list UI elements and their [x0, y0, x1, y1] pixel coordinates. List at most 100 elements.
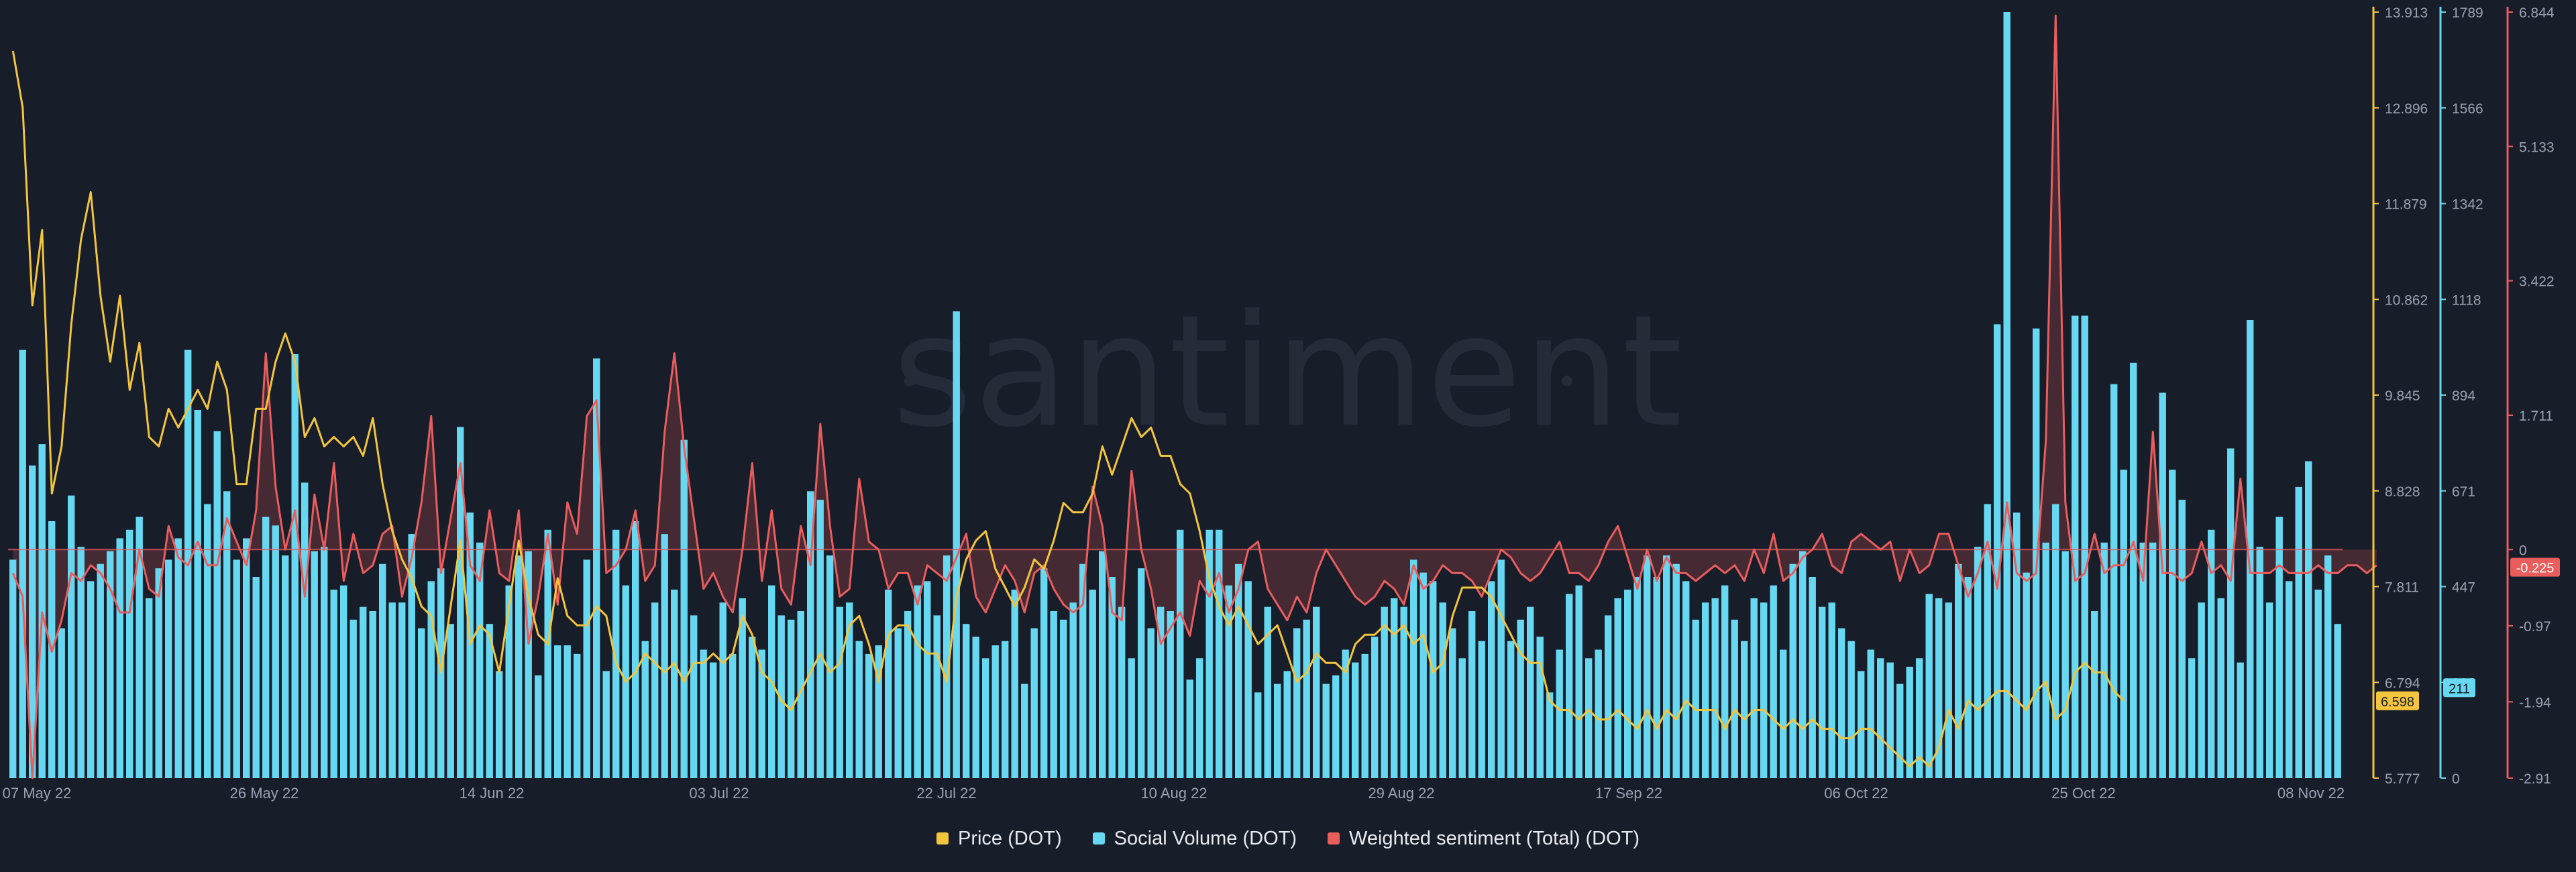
social-volume-bar — [87, 581, 95, 778]
social-volume-bar — [2130, 362, 2137, 778]
social-volume-bar — [807, 491, 814, 778]
social-volume-bar — [1721, 585, 1729, 778]
social-volume-bar — [1663, 555, 1670, 778]
social-volume-bar — [564, 645, 571, 778]
x-tick-label: 08 Nov 22 — [2277, 785, 2345, 802]
sentiment-tick-label: 3.422 — [2519, 274, 2555, 290]
social-volume-bar — [272, 525, 279, 778]
social-volume-bar — [174, 538, 182, 778]
social-volume-bar — [1002, 641, 1009, 778]
sentiment-tick-label: 6.844 — [2519, 5, 2555, 21]
social-volume-bar — [1994, 324, 2001, 778]
legend-item-social-volume[interactable]: Social Volume (DOT) — [1092, 828, 1297, 850]
social-volume-bar — [97, 563, 104, 778]
sentiment-tick-label: 1.711 — [2519, 408, 2553, 424]
social-volume-bar — [2042, 542, 2049, 778]
social-volume-bar — [369, 611, 376, 778]
social-volume-bar — [972, 637, 979, 778]
social-volume-bar — [1556, 649, 1563, 778]
sentiment-tick-label: -1.94 — [2519, 695, 2551, 710]
social-volume-bar — [953, 311, 960, 778]
social-volume-bar — [408, 534, 415, 778]
social-volume-bar — [2217, 598, 2224, 778]
social-volume-bar — [1186, 679, 1193, 778]
social-volume-bar — [2023, 572, 2030, 778]
social-volume-bar — [515, 555, 523, 778]
social-volume-bar — [943, 555, 951, 778]
social-volume-bar — [1741, 641, 1748, 778]
social-volume-bar — [836, 606, 843, 778]
x-tick-label: 14 Jun 22 — [460, 785, 525, 802]
social-volume-bar — [1254, 692, 1262, 778]
social-volume-bar — [777, 615, 785, 778]
social-volume-bar — [1497, 559, 1505, 778]
social-volume-bar — [2305, 461, 2312, 778]
social-volume-bar — [1449, 628, 1456, 778]
social-volume-bar — [1731, 619, 1738, 778]
social-volume-bar — [1955, 563, 1962, 778]
social-volume-bar — [525, 551, 532, 778]
social-volume-bar — [2110, 384, 2118, 778]
social-volume-bar — [1809, 577, 1816, 778]
social-volume-bar — [38, 444, 46, 778]
social-volume-bar — [1517, 619, 1524, 778]
price-tick-label: 5.777 — [2385, 771, 2420, 787]
social-volume-bar — [2052, 504, 2059, 778]
social-volume-bar — [311, 551, 318, 778]
social-volume-bar — [252, 577, 260, 778]
price-tick-label: 11.879 — [2385, 197, 2427, 213]
social-volume-current-badge — [2443, 678, 2475, 698]
social-volume-bar — [1575, 585, 1582, 778]
social-volume-bar — [1205, 529, 1213, 778]
social-volume-bar — [1235, 563, 1242, 778]
social-volume-bar — [2081, 315, 2088, 779]
social-volume-bar — [194, 410, 201, 778]
social-volume-bar — [1799, 551, 1807, 778]
legend-item-price[interactable]: Price (DOT) — [936, 828, 1062, 850]
legend-swatch-social-volume — [1092, 832, 1105, 844]
social-volume-bar — [418, 628, 425, 778]
social-volume-bar — [136, 516, 143, 778]
sentiment-current-badge — [2510, 557, 2560, 577]
sentiment-area-fill — [13, 15, 2377, 779]
sentiment-line — [11, 14, 2377, 779]
social-volume-bar — [885, 590, 892, 778]
social-volume-bar — [1974, 547, 1982, 778]
social-volume-bar — [1585, 658, 1593, 778]
social-volume-bar — [894, 628, 902, 778]
social-volume-bar — [2324, 555, 2332, 778]
social-volume-bar — [535, 675, 542, 778]
social-volume-bar — [350, 619, 357, 778]
social-volume-bar — [68, 495, 75, 778]
watermark-dot-left — [904, 376, 915, 386]
social-volume-bar — [126, 529, 133, 778]
social-volume-bar — [1711, 598, 1719, 778]
social-volume-bar — [632, 521, 639, 778]
social-volume-tick-label: 1789 — [2452, 5, 2483, 21]
social-volume-bar — [496, 671, 503, 778]
x-tick-label: 10 Aug 22 — [1140, 785, 1207, 802]
social-volume-bar — [2198, 602, 2205, 778]
x-tick-label: 26 May 22 — [230, 785, 299, 802]
social-volume-bar — [1410, 559, 1417, 778]
social-volume-bar — [2013, 512, 2021, 778]
social-volume-bar — [2227, 448, 2235, 778]
social-volume-bar — [1925, 594, 1933, 778]
social-volume-bar — [1750, 598, 1758, 778]
social-volume-bar — [1507, 641, 1515, 778]
social-volume-bar — [2091, 611, 2098, 778]
price-tick-label: 12.896 — [2385, 101, 2428, 117]
social-volume-bar — [107, 551, 114, 778]
social-volume-bar — [2314, 590, 2322, 778]
social-volume-bar — [2208, 529, 2215, 778]
legend-item-sentiment[interactable]: Weighted sentiment (Total) (DOT) — [1328, 828, 1640, 850]
social-volume-bar — [1274, 684, 1281, 778]
social-volume-bar — [1079, 563, 1087, 778]
social-volume-bar — [1303, 619, 1310, 778]
social-volume-bar — [9, 559, 17, 778]
social-volume-bar — [486, 624, 493, 778]
legend: Price (DOT) Social Volume (DOT) Weighted… — [0, 818, 2576, 859]
social-volume-bar — [1867, 649, 1874, 778]
